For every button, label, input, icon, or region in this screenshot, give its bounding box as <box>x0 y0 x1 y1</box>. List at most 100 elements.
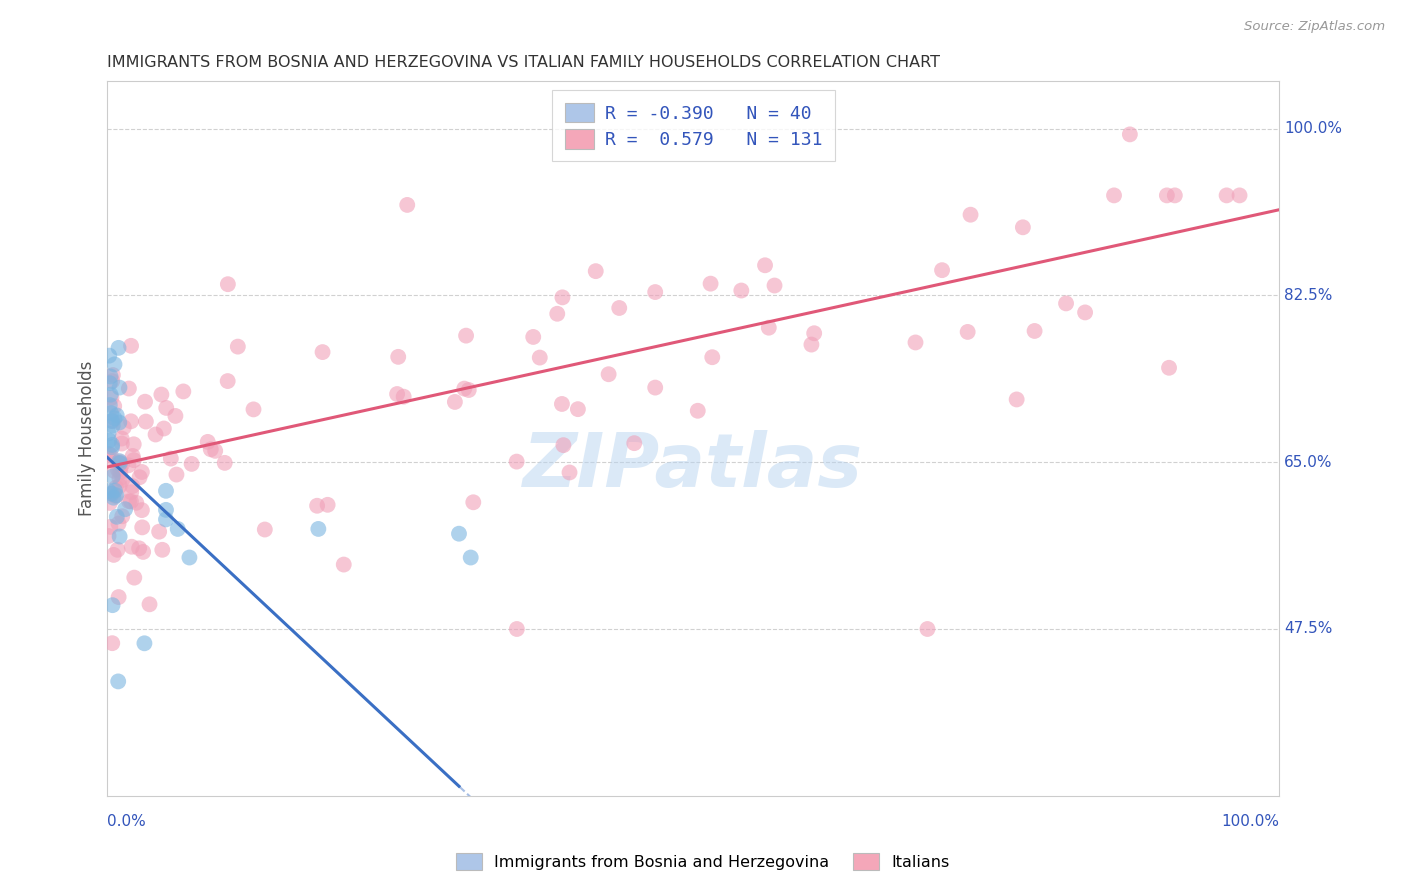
Point <box>307 522 329 536</box>
Point <box>98 376 121 391</box>
Point <box>585 264 607 278</box>
Point <box>956 325 979 339</box>
Point <box>1012 220 1035 235</box>
Point <box>553 438 575 452</box>
Point <box>101 440 124 454</box>
Point <box>110 432 132 446</box>
Point <box>132 545 155 559</box>
Point <box>108 471 131 485</box>
Point <box>155 512 177 526</box>
Point <box>1024 324 1046 338</box>
Point <box>644 285 666 299</box>
Point <box>242 402 264 417</box>
Point <box>111 436 134 450</box>
Point <box>101 374 124 388</box>
Point <box>457 383 479 397</box>
Point <box>120 414 142 428</box>
Point <box>118 382 141 396</box>
Point <box>97 529 120 543</box>
Point <box>1229 188 1251 202</box>
Text: IMMIGRANTS FROM BOSNIA AND HERZEGOVINA VS ITALIAN FAMILY HOUSEHOLDS CORRELATION : IMMIGRANTS FROM BOSNIA AND HERZEGOVINA V… <box>107 55 941 70</box>
Point <box>453 382 475 396</box>
Point <box>128 541 150 556</box>
Point <box>111 473 134 487</box>
Point <box>214 456 236 470</box>
Point <box>105 481 128 495</box>
Point <box>107 542 129 557</box>
Point <box>155 503 177 517</box>
Point <box>197 434 219 449</box>
Point <box>101 469 124 483</box>
Point <box>166 522 188 536</box>
Point <box>100 369 122 384</box>
Text: Source: ZipAtlas.com: Source: ZipAtlas.com <box>1244 20 1385 33</box>
Point <box>98 398 121 412</box>
Point <box>98 520 121 534</box>
Point <box>444 395 467 409</box>
Point <box>101 368 124 382</box>
Point <box>111 509 134 524</box>
Point <box>121 479 143 493</box>
Point <box>558 466 581 480</box>
Point <box>122 437 145 451</box>
Point <box>702 350 724 364</box>
Point <box>551 290 574 304</box>
Point <box>546 307 568 321</box>
Point <box>100 406 122 420</box>
Point <box>456 328 478 343</box>
Point <box>107 341 129 355</box>
Point <box>108 454 131 468</box>
Point <box>101 418 124 433</box>
Point <box>131 520 153 534</box>
Text: 0.0%: 0.0% <box>107 814 146 829</box>
Point <box>1119 128 1142 142</box>
Point <box>623 436 645 450</box>
Point <box>103 411 125 425</box>
Point <box>460 550 482 565</box>
Point <box>107 516 129 531</box>
Point <box>551 397 574 411</box>
Point <box>101 486 124 500</box>
Point <box>117 458 139 473</box>
Point <box>1157 360 1180 375</box>
Point <box>754 258 776 272</box>
Point <box>121 540 143 554</box>
Point <box>522 330 544 344</box>
Point <box>204 443 226 458</box>
Point <box>959 208 981 222</box>
Point <box>217 277 239 292</box>
Point <box>107 463 129 477</box>
Point <box>200 442 222 457</box>
Point <box>1102 188 1125 202</box>
Point <box>120 494 142 508</box>
Point <box>105 509 128 524</box>
Point <box>131 503 153 517</box>
Point <box>800 337 823 351</box>
Point <box>107 674 129 689</box>
Point <box>155 483 177 498</box>
Text: 82.5%: 82.5% <box>1284 288 1333 303</box>
Point <box>150 387 173 401</box>
Point <box>108 456 131 470</box>
Point <box>112 420 135 434</box>
Point <box>120 339 142 353</box>
Text: 47.5%: 47.5% <box>1284 622 1333 637</box>
Point <box>803 326 825 341</box>
Point <box>134 394 156 409</box>
Point <box>108 460 131 475</box>
Point <box>598 368 620 382</box>
Point <box>1054 296 1077 310</box>
Point <box>165 409 187 423</box>
Point <box>134 636 156 650</box>
Point <box>385 387 408 401</box>
Point <box>97 451 120 466</box>
Point <box>110 455 132 469</box>
Y-axis label: Family Households: Family Households <box>79 360 96 516</box>
Point <box>166 467 188 482</box>
Legend: R = -0.390   N = 40, R =  0.579   N = 131: R = -0.390 N = 40, R = 0.579 N = 131 <box>553 90 835 161</box>
Text: 100.0%: 100.0% <box>1284 121 1343 136</box>
Point <box>103 464 125 478</box>
Point <box>101 598 124 612</box>
Point <box>904 335 927 350</box>
Point <box>226 340 249 354</box>
